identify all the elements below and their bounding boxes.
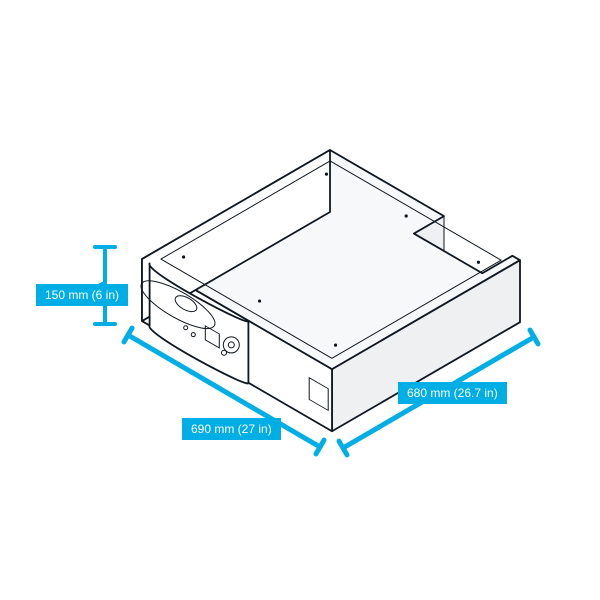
dimension-label-depth: 680 mm (26.7 in)	[398, 382, 507, 404]
dimension-label-height: 150 mm (6 in)	[36, 284, 128, 306]
dimension-label-width: 690 mm (27 in)	[182, 418, 281, 440]
dimension-diagram: 150 mm (6 in) 690 mm (27 in) 680 mm (26.…	[0, 0, 600, 600]
